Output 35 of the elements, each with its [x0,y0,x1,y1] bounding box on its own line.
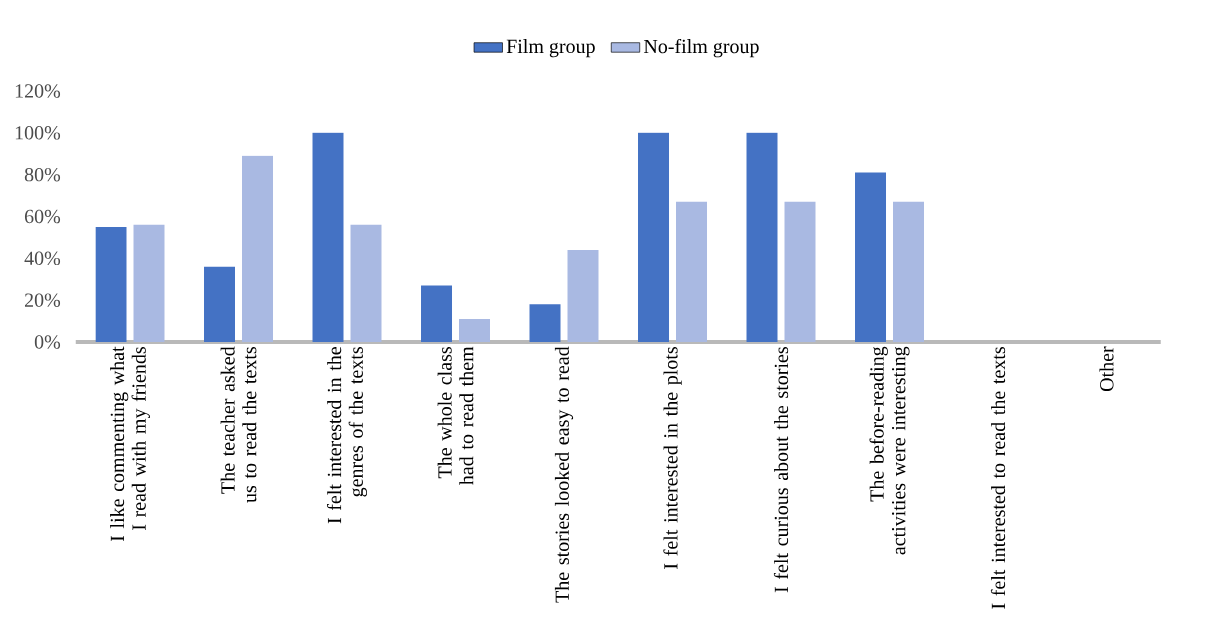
x-tick-label: I felt interested to read the texts [990,347,1006,609]
x-tick-label: I felt interested in the plots [663,347,682,569]
bar [893,201,925,342]
bar [746,132,778,342]
bar [242,155,274,342]
x-tick-label: The stories looked easy to read [554,346,574,603]
y-tick-label: 100% [15,126,61,140]
x-tick-label: The teacher asked us to read the texts [220,346,257,503]
y-tick-label: 20% [24,293,61,307]
x-tick-label: I like commenting what I read with my friends [110,346,150,542]
y-tick-label: 60% [24,209,61,224]
bar [855,172,887,342]
bar [95,226,127,342]
x-tick-label: The whole class had to read them [437,346,474,485]
bar [784,201,816,342]
legend-label: Film group [506,39,595,58]
y-tick-label: 40% [24,251,61,266]
bar [676,201,708,342]
y-tick-label: 120% [15,84,61,98]
bar [567,249,599,342]
bar [133,224,165,342]
x-tick-label: I felt interested in the genres of the texts [326,347,368,524]
x-tick-label: I felt curious about the stories [773,347,789,593]
bar [350,224,382,342]
bar [638,132,670,342]
bar [529,304,561,342]
legend-label: No-film group [643,38,759,58]
bar [459,318,491,342]
bar [312,132,344,342]
y-tick-label: 0% [34,335,61,349]
y-tick-label: 80% [24,167,61,182]
bar [204,266,235,342]
x-tick-label: Other [1099,346,1114,392]
bar [421,285,453,342]
x-tick-label: The before-reading activities were interesting [869,346,910,555]
